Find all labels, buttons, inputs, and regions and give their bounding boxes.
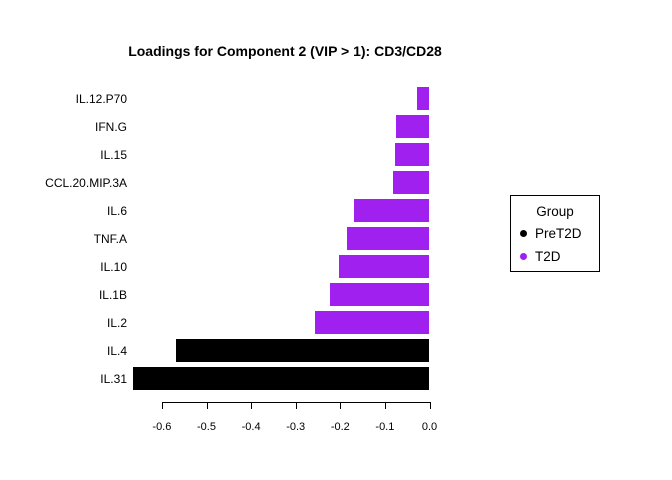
category-label: IL.4 (106, 343, 127, 358)
x-axis-tick (161, 402, 163, 409)
category-label: IL.31 (100, 371, 127, 386)
bar-tnf-a (346, 227, 430, 250)
x-axis-tick-label: -0.6 (152, 421, 172, 433)
category-label: IL.6 (106, 203, 127, 218)
bar-ifn-g (395, 115, 430, 138)
bar-il-31 (132, 367, 430, 390)
bar-ccl-20-mip-3a (392, 171, 430, 194)
category-label: IL.10 (100, 259, 127, 274)
bar-il-4 (176, 339, 430, 362)
bar-il-12-p70 (417, 87, 430, 110)
category-label: IFN.G (95, 119, 127, 134)
x-axis-tick-label: 0.0 (421, 421, 438, 433)
x-axis-tick (384, 402, 386, 409)
x-axis-tick (429, 402, 431, 409)
bar-il-6 (354, 199, 430, 222)
x-axis-tick-label: -0.3 (286, 421, 306, 433)
bar-il-15 (395, 143, 430, 166)
x-axis-tick-label: -0.5 (197, 421, 216, 433)
legend-title: Group (536, 204, 574, 219)
x-axis-tick (295, 402, 297, 409)
category-label: IL.2 (106, 315, 127, 330)
legend-item-pret2d: PreT2D (520, 224, 599, 242)
category-label: IL.15 (100, 147, 127, 162)
x-axis-tick (206, 402, 208, 409)
bar-il-10 (338, 255, 430, 278)
chart-title: Loadings for Component 2 (VIP > 1): CD3/… (128, 43, 442, 59)
category-label: CCL.20.MIP.3A (45, 175, 127, 190)
x-axis-tick-label: -0.2 (330, 421, 350, 433)
legend-label-pret2d: PreT2D (535, 225, 582, 241)
category-label: IL.12.P70 (75, 91, 127, 106)
legend-dot-t2d (520, 252, 527, 260)
x-axis-tick (251, 402, 253, 409)
legend-label-t2d: T2D (535, 248, 561, 264)
legend: Group PreT2D T2D (510, 195, 600, 272)
category-label: TNF.A (93, 231, 127, 246)
legend-dot-pret2d (520, 229, 527, 237)
category-label: IL.1B (98, 287, 127, 302)
bar-il-2 (314, 311, 430, 334)
bar-il-1b (330, 283, 430, 306)
x-axis-tick-label: -0.4 (241, 421, 261, 433)
x-axis-tick-label: -0.1 (375, 421, 395, 433)
x-axis-tick (340, 402, 342, 409)
legend-item-t2d: T2D (520, 247, 599, 265)
